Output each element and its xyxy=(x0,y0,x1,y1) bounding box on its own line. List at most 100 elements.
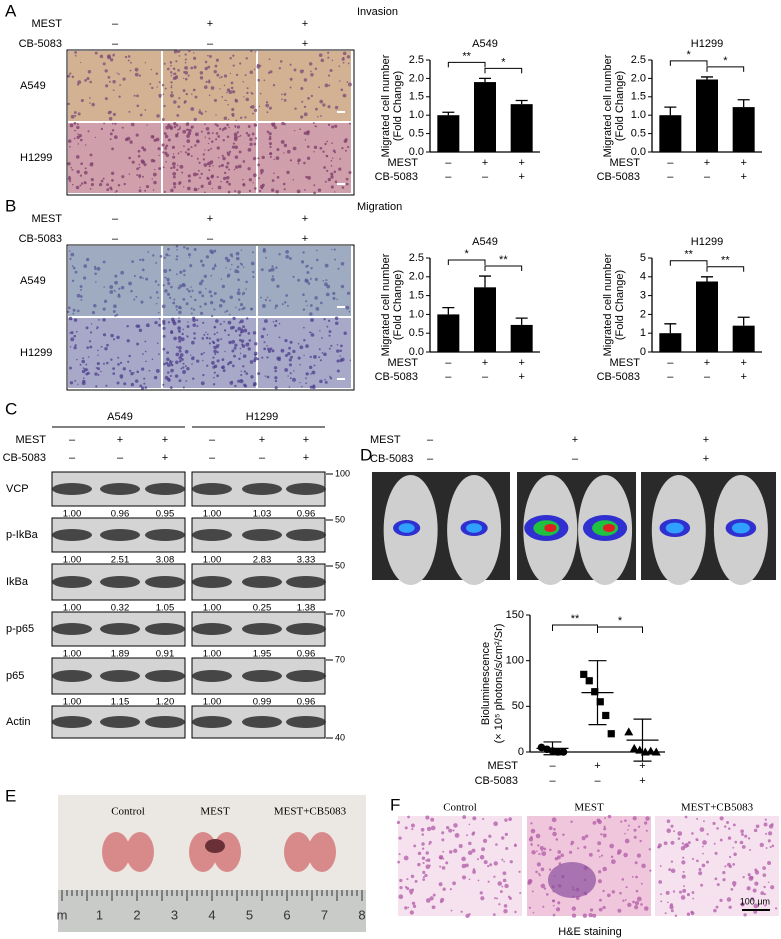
texture xyxy=(168,254,171,257)
texture xyxy=(617,908,622,913)
data-point xyxy=(585,677,593,685)
texture xyxy=(236,270,240,274)
texture xyxy=(74,270,78,274)
texture xyxy=(140,367,145,371)
texture xyxy=(175,75,178,78)
texture xyxy=(284,301,287,304)
texture xyxy=(305,175,308,179)
texture xyxy=(234,99,239,103)
texture xyxy=(182,129,187,134)
texture xyxy=(205,336,209,340)
texture xyxy=(136,174,139,176)
condition-sign: + xyxy=(740,171,746,183)
texture xyxy=(175,124,179,127)
texture xyxy=(236,125,241,129)
texture xyxy=(259,92,262,95)
texture xyxy=(170,329,173,332)
texture xyxy=(552,831,557,837)
texture xyxy=(610,855,614,859)
texture xyxy=(763,885,766,889)
condition-sign: – xyxy=(667,157,674,169)
ruler-number: 4 xyxy=(208,907,215,922)
texture xyxy=(340,88,344,92)
texture xyxy=(182,298,186,301)
texture xyxy=(216,146,220,150)
texture xyxy=(589,908,594,912)
texture xyxy=(657,843,662,848)
texture xyxy=(303,131,307,135)
texture xyxy=(177,69,180,72)
texture xyxy=(114,191,117,193)
texture xyxy=(404,886,408,889)
texture xyxy=(245,280,248,284)
texture xyxy=(187,74,190,77)
texture xyxy=(494,897,497,900)
texture xyxy=(178,327,181,329)
texture xyxy=(163,190,167,194)
texture xyxy=(284,368,289,372)
data-point xyxy=(624,727,634,736)
texture xyxy=(266,334,269,336)
texture xyxy=(632,900,635,904)
texture xyxy=(617,849,622,854)
texture xyxy=(276,356,280,360)
texture xyxy=(254,353,257,357)
texture xyxy=(94,272,97,276)
texture xyxy=(170,188,174,193)
texture xyxy=(518,870,521,873)
texture xyxy=(290,355,293,359)
texture xyxy=(97,349,99,352)
band xyxy=(242,716,282,728)
texture xyxy=(80,61,82,64)
chart-title: A549 xyxy=(472,236,498,248)
texture xyxy=(211,360,215,365)
texture xyxy=(89,102,91,104)
texture xyxy=(603,827,607,831)
texture xyxy=(269,155,272,158)
texture xyxy=(226,259,229,262)
texture xyxy=(244,116,247,119)
texture xyxy=(184,151,187,154)
texture xyxy=(482,838,488,843)
condition-name: CB-5083 xyxy=(597,171,640,183)
texture xyxy=(200,381,205,386)
texture xyxy=(178,356,183,360)
texture xyxy=(322,103,326,107)
y-tick-label: 1.5 xyxy=(409,91,424,103)
texture xyxy=(186,128,189,131)
texture xyxy=(233,137,238,142)
texture xyxy=(73,121,77,125)
texture xyxy=(134,72,139,77)
texture xyxy=(234,343,238,347)
texture xyxy=(769,845,772,849)
texture xyxy=(163,362,166,366)
texture xyxy=(176,113,180,117)
quantification: 1.03 xyxy=(253,509,272,520)
condition-sign: + xyxy=(259,434,265,446)
texture xyxy=(305,300,308,303)
texture xyxy=(194,298,197,302)
significance-bracket xyxy=(484,67,523,74)
texture xyxy=(228,313,231,316)
texture xyxy=(242,306,246,310)
texture xyxy=(238,308,241,311)
condition-sign: + xyxy=(704,157,710,169)
texture xyxy=(315,258,319,262)
texture xyxy=(609,843,615,849)
condition-sign: – xyxy=(209,452,216,464)
texture xyxy=(555,838,559,841)
texture xyxy=(172,182,177,186)
texture xyxy=(178,305,181,309)
texture xyxy=(585,834,589,838)
texture xyxy=(292,146,297,151)
texture xyxy=(210,250,214,255)
texture xyxy=(190,107,195,111)
texture xyxy=(76,309,80,313)
texture xyxy=(275,156,280,160)
texture xyxy=(271,275,274,278)
texture xyxy=(481,847,485,852)
condition-name: CB-5083 xyxy=(3,452,46,464)
texture xyxy=(208,342,212,345)
row-label: A549 xyxy=(20,80,46,92)
texture xyxy=(571,913,577,918)
